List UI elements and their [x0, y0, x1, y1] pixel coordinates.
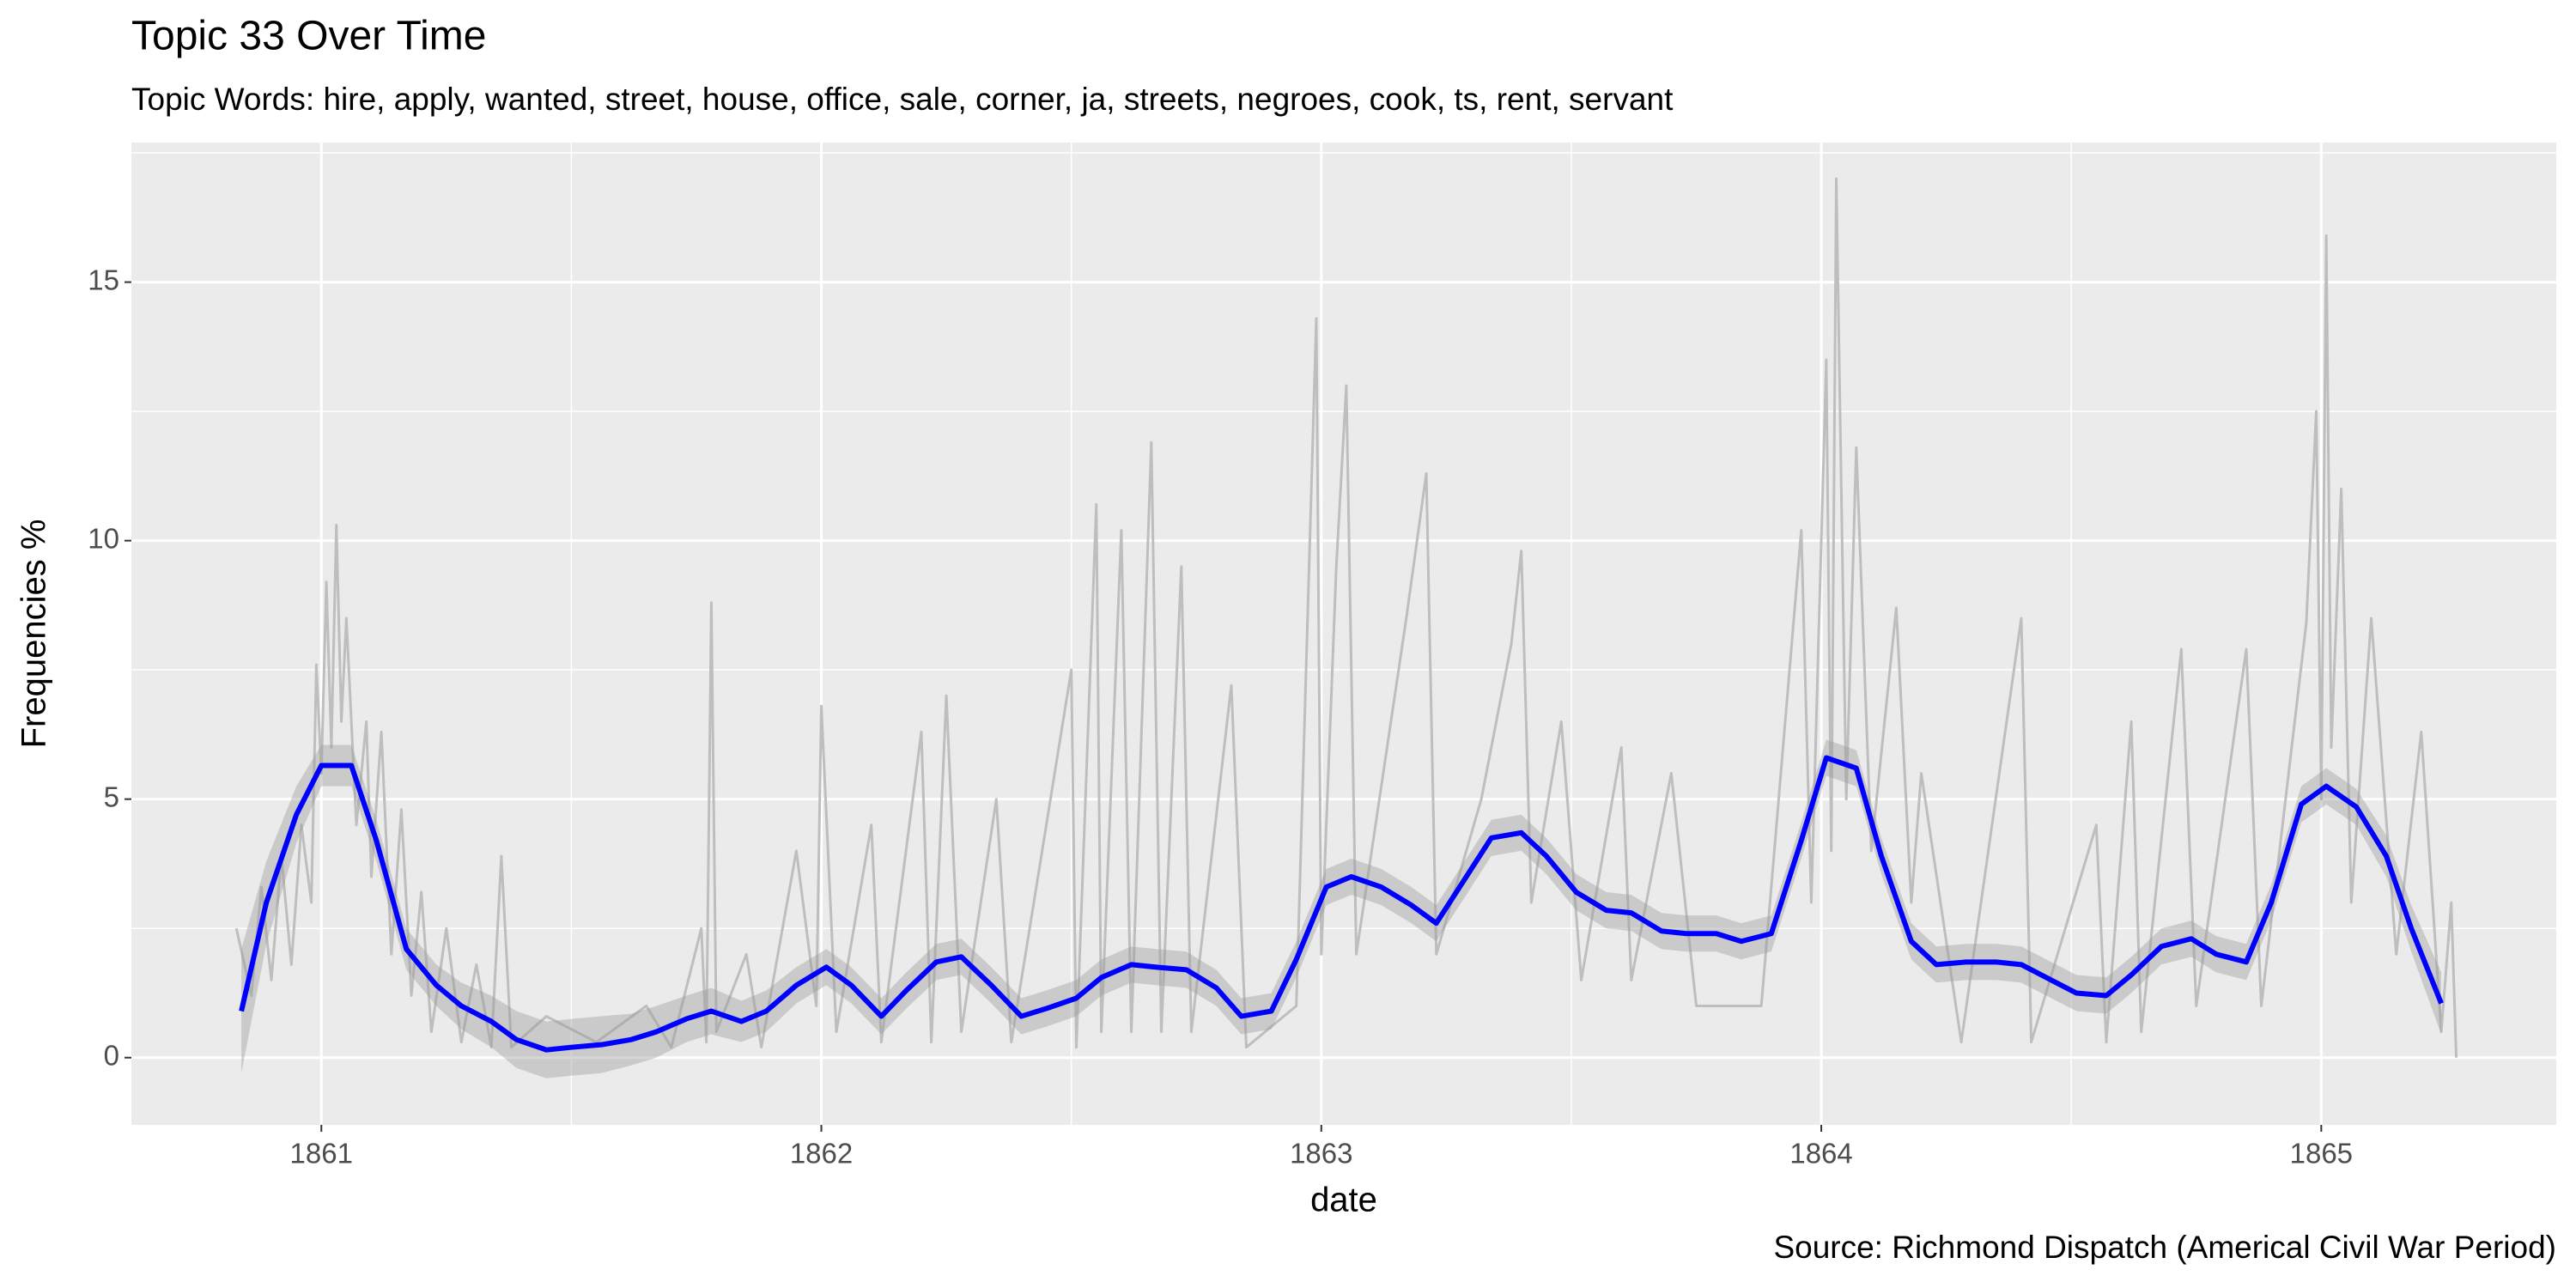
y-tick-label: 15 [88, 264, 119, 295]
y-axis-label: Frequencies % [15, 519, 53, 749]
caption: Source: Richmond Dispatch (Americal Civi… [1773, 1230, 2556, 1265]
x-tick-label: 1861 [290, 1138, 353, 1170]
y-tick-label: 5 [104, 781, 119, 812]
chart-subtitle: Topic Words: hire, apply, wanted, street… [131, 82, 1674, 117]
x-tick-label: 1865 [2290, 1138, 2353, 1170]
confidence-band [241, 739, 2442, 1078]
chart-title: Topic 33 Over Time [131, 14, 486, 59]
panel [131, 143, 2556, 1125]
y-tick-label: 10 [88, 522, 119, 554]
x-axis-label: date [1310, 1182, 1377, 1219]
x-tick-label: 1864 [1789, 1138, 1852, 1170]
y-tick-label: 0 [104, 1039, 119, 1071]
x-tick-label: 1863 [1290, 1138, 1352, 1170]
smooth-line [239, 755, 2444, 1053]
raw-line [234, 177, 2458, 1058]
x-tick-label: 1862 [790, 1138, 853, 1170]
